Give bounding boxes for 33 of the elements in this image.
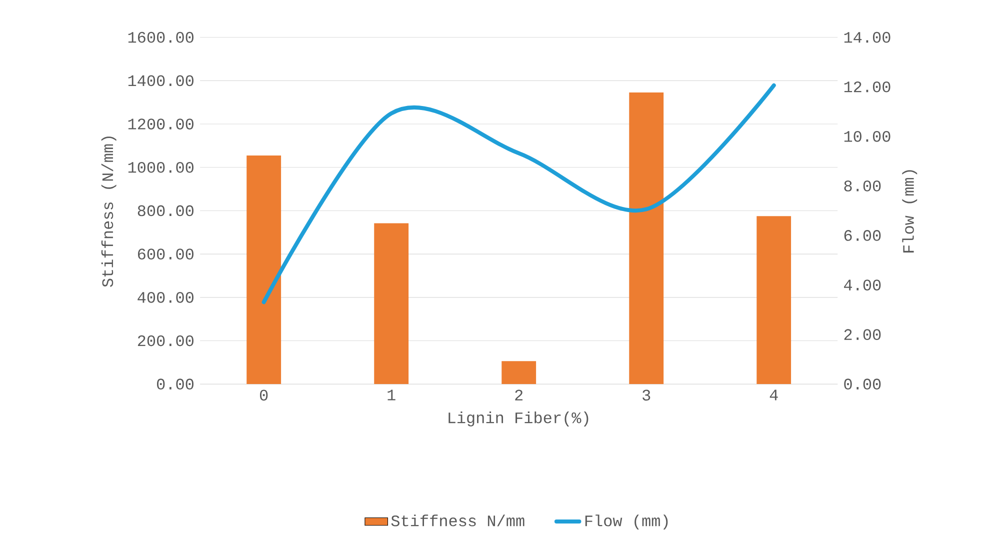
y-axis-title: Stiffness (N/mm): [101, 136, 116, 287]
y-tick-label: 1200.00: [128, 118, 194, 130]
y2-tick-label: 4.00: [844, 280, 881, 290]
bar: [246, 155, 282, 384]
line-series: [262, 83, 776, 304]
x-axis-title: Lignin Fiber(%): [448, 411, 588, 426]
y2-tick-label: 12.00: [844, 81, 890, 92]
x-tick-label: 2: [515, 390, 523, 400]
y2-tick-label: 10.00: [844, 130, 890, 142]
x-tick-label: 3: [642, 390, 650, 400]
y-tick-label: 200.00: [138, 335, 194, 346]
legend-label: Stiffness N/mm: [391, 514, 524, 526]
y2-axis-title: Flow (mm): [902, 170, 918, 252]
y2-tick-label: 2.00: [844, 329, 881, 340]
y2-tick-label: 8.00: [844, 180, 881, 192]
y-tick-label: 1400.00: [128, 75, 194, 86]
y-tick-label: 1600.00: [128, 32, 194, 43]
bar: [756, 216, 792, 384]
y-tick-label: 400.00: [138, 292, 194, 303]
y2-tick-label: 14.00: [844, 32, 890, 43]
bar: [502, 361, 536, 384]
x-tick-label: 1: [388, 390, 396, 400]
bar: [374, 223, 409, 384]
bar: [629, 92, 664, 384]
y-tick-label: 0.00: [157, 378, 194, 390]
x-tick-label: 0: [260, 390, 268, 400]
legend-label: Flow (mm): [585, 514, 668, 530]
x-tick-label: 4: [770, 390, 778, 400]
y2-tick-label: 6.00: [844, 230, 881, 241]
y-tick-label: 600.00: [138, 248, 194, 260]
y-tick-label: 800.00: [138, 205, 194, 216]
y2-tick-label: 0.00: [844, 378, 881, 390]
y-tick-label: 1000.00: [128, 162, 194, 173]
